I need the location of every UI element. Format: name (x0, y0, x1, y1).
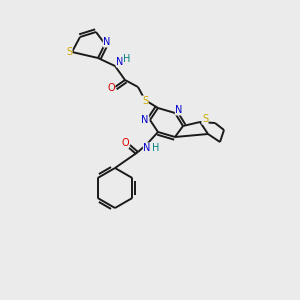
Text: O: O (121, 138, 129, 148)
Text: S: S (202, 114, 208, 124)
Text: H: H (123, 54, 131, 64)
Text: S: S (142, 96, 148, 106)
Text: N: N (143, 143, 151, 153)
Text: N: N (103, 37, 111, 47)
Text: H: H (152, 143, 160, 153)
Text: N: N (116, 57, 124, 67)
Text: O: O (107, 83, 115, 93)
Text: S: S (66, 47, 72, 57)
Text: N: N (175, 105, 183, 115)
Text: N: N (141, 115, 149, 125)
